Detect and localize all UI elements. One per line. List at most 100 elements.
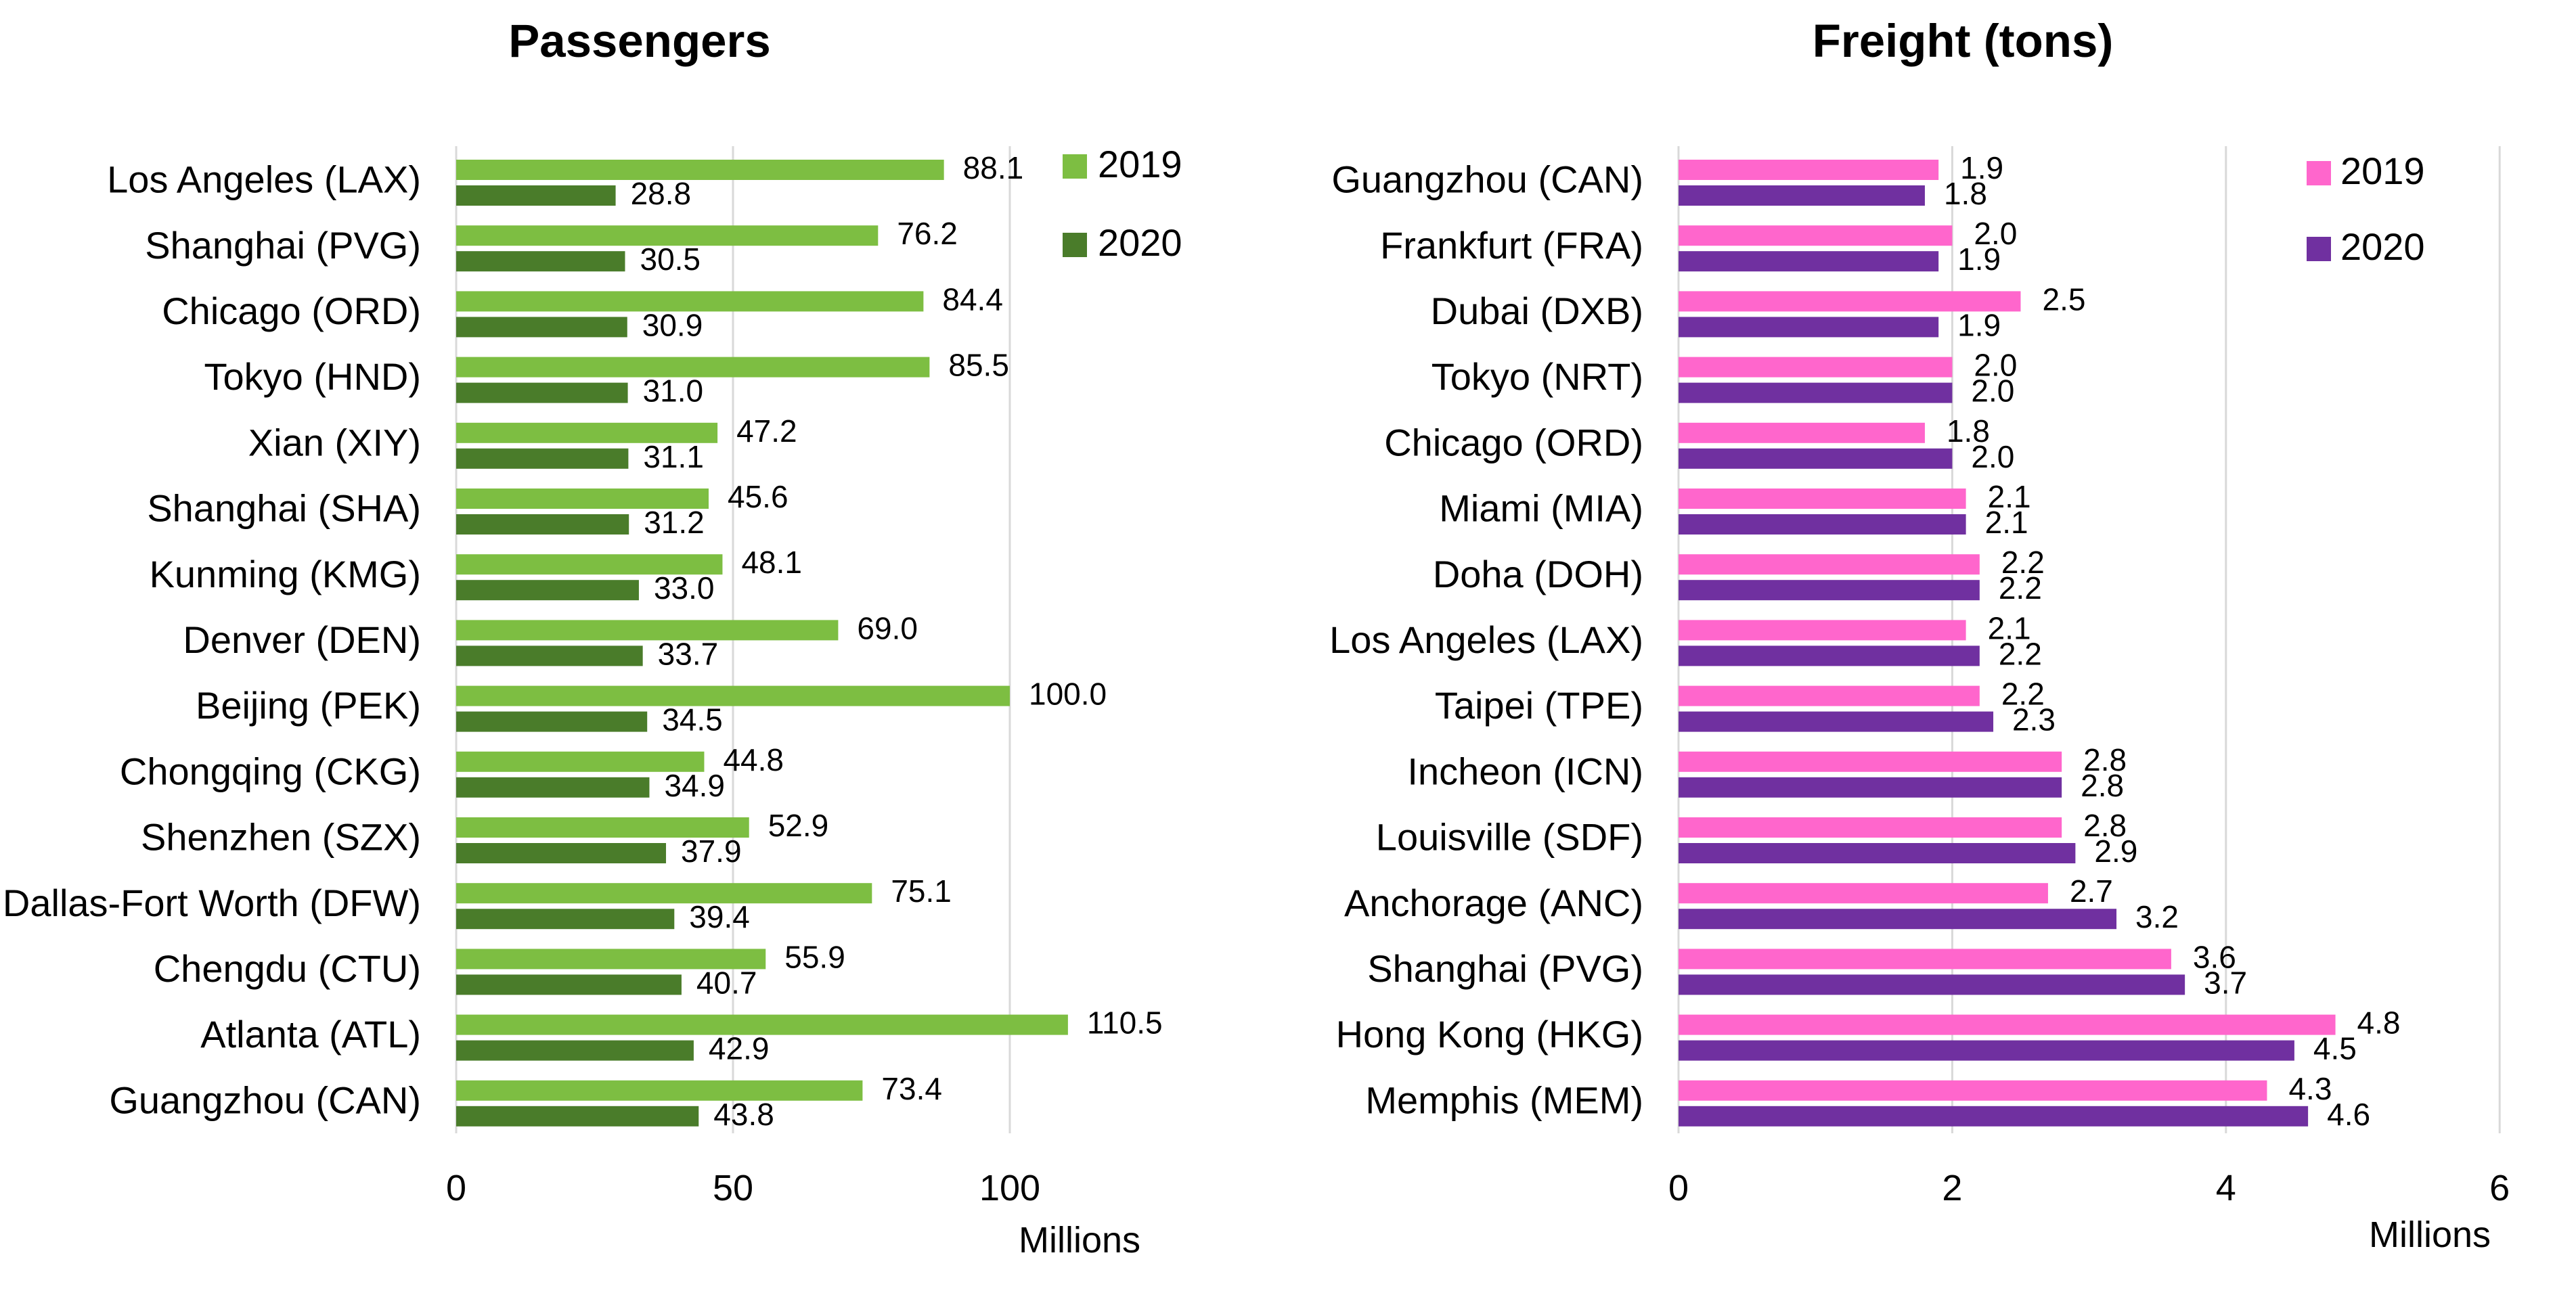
data-label-2020: 2.8 (2081, 768, 2124, 803)
data-label-2019: 2.0 (1974, 216, 2017, 251)
data-label-2020: 34.9 (664, 768, 725, 803)
bar-2020 (1679, 514, 1966, 535)
x-tick-label: 6 (2489, 1168, 2510, 1208)
category-label: Taipei (TPE) (1435, 684, 1643, 727)
data-label-2020: 1.8 (1944, 176, 1987, 211)
bar-2020 (456, 317, 627, 338)
category-label: Frankfurt (FRA) (1380, 224, 1643, 267)
bar-2020 (1679, 251, 1939, 272)
data-label-2020: 42.9 (709, 1031, 770, 1066)
x-tick-label: 100 (979, 1168, 1040, 1208)
bar-2020 (1679, 711, 1994, 732)
bar-2020 (1679, 1040, 2294, 1061)
data-label-2020: 28.8 (631, 176, 692, 211)
x-tick-label: 4 (2216, 1168, 2236, 1208)
x-tick-label: 2 (1942, 1168, 1962, 1208)
data-label-2020: 2.3 (2012, 702, 2056, 737)
bar-2019 (456, 883, 872, 904)
bar-2020 (456, 777, 650, 798)
bar-2020 (1679, 645, 1980, 666)
data-label-2020: 31.0 (643, 373, 704, 409)
bar-2019 (456, 422, 718, 443)
legend-swatch (2307, 237, 2331, 261)
data-label-2019: 55.9 (784, 939, 845, 974)
bar-2020 (1679, 1106, 2309, 1127)
bar-2020 (456, 843, 667, 863)
legend-swatch (1063, 154, 1087, 179)
bar-2020 (1679, 317, 1939, 338)
category-label: Anchorage (ANC) (1344, 882, 1643, 924)
data-label-2019: 44.8 (723, 742, 784, 777)
bar-2019 (456, 949, 766, 970)
category-label: Shanghai (SHA) (147, 487, 421, 530)
data-label-2019: 4.3 (2288, 1071, 2332, 1106)
x-tick-label: 50 (713, 1168, 753, 1208)
category-label: Beijing (PEK) (196, 684, 421, 727)
data-label-2020: 37.9 (681, 834, 742, 869)
data-label-2020: 3.7 (2204, 965, 2247, 1000)
category-label: Atlanta (ATL) (200, 1013, 421, 1055)
bar-2020 (1679, 185, 1925, 206)
data-label-2019: 1.9 (1960, 150, 2003, 185)
passengers-chart: Passengers 0 50 100 Millions Los Angeles (LAX… (3, 15, 1182, 1260)
x-tick-label: 0 (446, 1168, 466, 1208)
data-label-2020: 43.8 (713, 1097, 774, 1132)
x-tick-label: 0 (1668, 1168, 1689, 1208)
category-label: Chongqing (CKG) (120, 750, 421, 792)
category-label: Dallas-Fort Worth (DFW) (3, 882, 421, 924)
data-label-2019: 2.1 (1988, 479, 2031, 514)
data-label-2019: 2.5 (2043, 281, 2086, 317)
bar-2019 (1679, 1080, 2267, 1101)
data-label-2020: 1.9 (1957, 242, 2001, 277)
data-label-2019: 69.0 (857, 610, 918, 645)
category-label: Denver (DEN) (183, 618, 421, 661)
bar-2019 (456, 160, 944, 180)
bar-2019 (456, 357, 930, 378)
bar-2019 (1679, 883, 2048, 904)
data-label-2020: 2.0 (1971, 373, 2014, 409)
bar-2020 (1679, 448, 1953, 469)
category-label: Tokyo (NRT) (1431, 355, 1643, 398)
category-label: Guangzhou (CAN) (109, 1078, 421, 1121)
data-label-2019: 52.9 (768, 808, 829, 843)
category-label: Hong Kong (HKG) (1336, 1013, 1643, 1055)
category-label: Chicago (ORD) (1384, 421, 1643, 463)
bar-2019 (456, 751, 705, 772)
legend-label: 2020 (1098, 221, 1182, 264)
category-label: Shenzhen (SZX) (141, 816, 421, 859)
bar-2019 (1679, 554, 1980, 575)
data-label-2019: 76.2 (897, 216, 958, 251)
data-label-2020: 1.9 (1957, 307, 2001, 342)
bar-2019 (1679, 1014, 2336, 1035)
bar-2020 (456, 1040, 694, 1061)
bar-2019 (1679, 817, 2062, 838)
data-label-2020: 40.7 (696, 965, 757, 1000)
data-label-2020: 39.4 (689, 899, 750, 934)
data-label-2019: 45.6 (728, 479, 789, 514)
category-label: Kunming (KMG) (150, 553, 421, 595)
bar-2020 (456, 514, 629, 535)
bar-2019 (1679, 949, 2171, 970)
data-label-2019: 85.5 (948, 348, 1009, 383)
data-label-2019: 73.4 (881, 1071, 942, 1106)
bar-2019 (456, 1014, 1068, 1035)
data-label-2020: 2.0 (1971, 439, 2014, 474)
bar-2019 (1679, 751, 2062, 772)
bar-2019 (456, 817, 749, 838)
bar-2020 (1679, 974, 2185, 995)
data-label-2019: 1.8 (1947, 413, 1990, 449)
data-label-2020: 31.1 (643, 439, 704, 474)
data-label-2020: 31.2 (644, 505, 705, 540)
bar-2019 (456, 225, 879, 246)
category-label: Doha (DOH) (1433, 553, 1643, 595)
data-label-2019: 2.1 (1988, 610, 2031, 645)
bar-2020 (456, 1106, 699, 1127)
bar-2019 (1679, 620, 1966, 641)
bar-2020 (456, 645, 643, 666)
x-unit-label: Millions (1019, 1220, 1140, 1260)
data-label-2020: 4.5 (2313, 1031, 2357, 1066)
category-label: Louisville (SDF) (1376, 816, 1643, 859)
category-label: Chicago (ORD) (162, 290, 421, 332)
data-label-2020: 30.5 (640, 242, 701, 277)
